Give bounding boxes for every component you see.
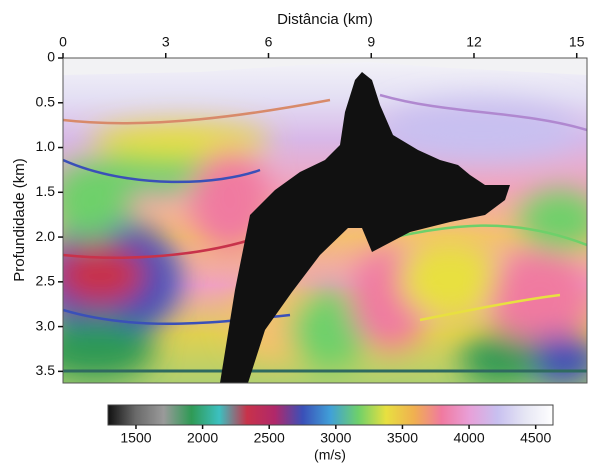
colorbar-tick-label: 2500	[254, 430, 285, 446]
y-tick-label: 3.0	[36, 317, 56, 333]
y-tick-label: 1.5	[36, 183, 56, 199]
colorbar-tick-label: 4500	[520, 430, 551, 446]
blob	[520, 190, 587, 250]
x-tick-label: 0	[59, 34, 67, 50]
horizon	[379, 93, 587, 132]
x-tick-label: 3	[162, 34, 170, 50]
salt-body	[220, 72, 510, 383]
plot-frame	[62, 57, 588, 384]
y-tick-label: 2.0	[36, 228, 56, 244]
colorbar	[107, 404, 554, 426]
x-tick-label: 6	[265, 34, 273, 50]
blob	[460, 335, 540, 383]
blob	[380, 100, 580, 160]
horizon	[63, 238, 251, 259]
velocity-field	[63, 58, 587, 383]
colorbar-tick-label: 3500	[387, 430, 418, 446]
blob	[290, 290, 370, 370]
blob	[63, 245, 145, 305]
y-axis-title: Profundidade (km)	[11, 158, 28, 281]
x-tick-label: 15	[569, 34, 585, 50]
y-tick-label: 0	[47, 49, 55, 65]
colorbar-tick-label: 3000	[320, 430, 351, 446]
x-axis-title: Distância (km)	[277, 11, 373, 28]
colorbar-label: (m/s)	[314, 447, 346, 463]
y-tick-label: 3.5	[36, 362, 56, 378]
x-tick-label: 12	[466, 34, 482, 50]
blob	[400, 240, 500, 320]
colorbar-tick-label: 4000	[453, 430, 484, 446]
water-layer	[63, 58, 587, 75]
horizon	[419, 293, 561, 322]
colorbar-tick-label: 2000	[187, 430, 218, 446]
x-tick-label: 9	[367, 34, 375, 50]
y-tick-label: 2.5	[36, 273, 56, 289]
y-tick-label: 1.0	[36, 138, 56, 154]
horizons	[63, 93, 587, 373]
horizon	[63, 98, 331, 125]
horizon	[63, 158, 261, 184]
blob	[90, 122, 270, 158]
y-tick-label: 0.5	[36, 93, 56, 109]
blob	[490, 250, 587, 350]
horizon	[379, 224, 587, 247]
blob	[63, 320, 155, 380]
colorbar-tick-label: 1500	[120, 430, 151, 446]
